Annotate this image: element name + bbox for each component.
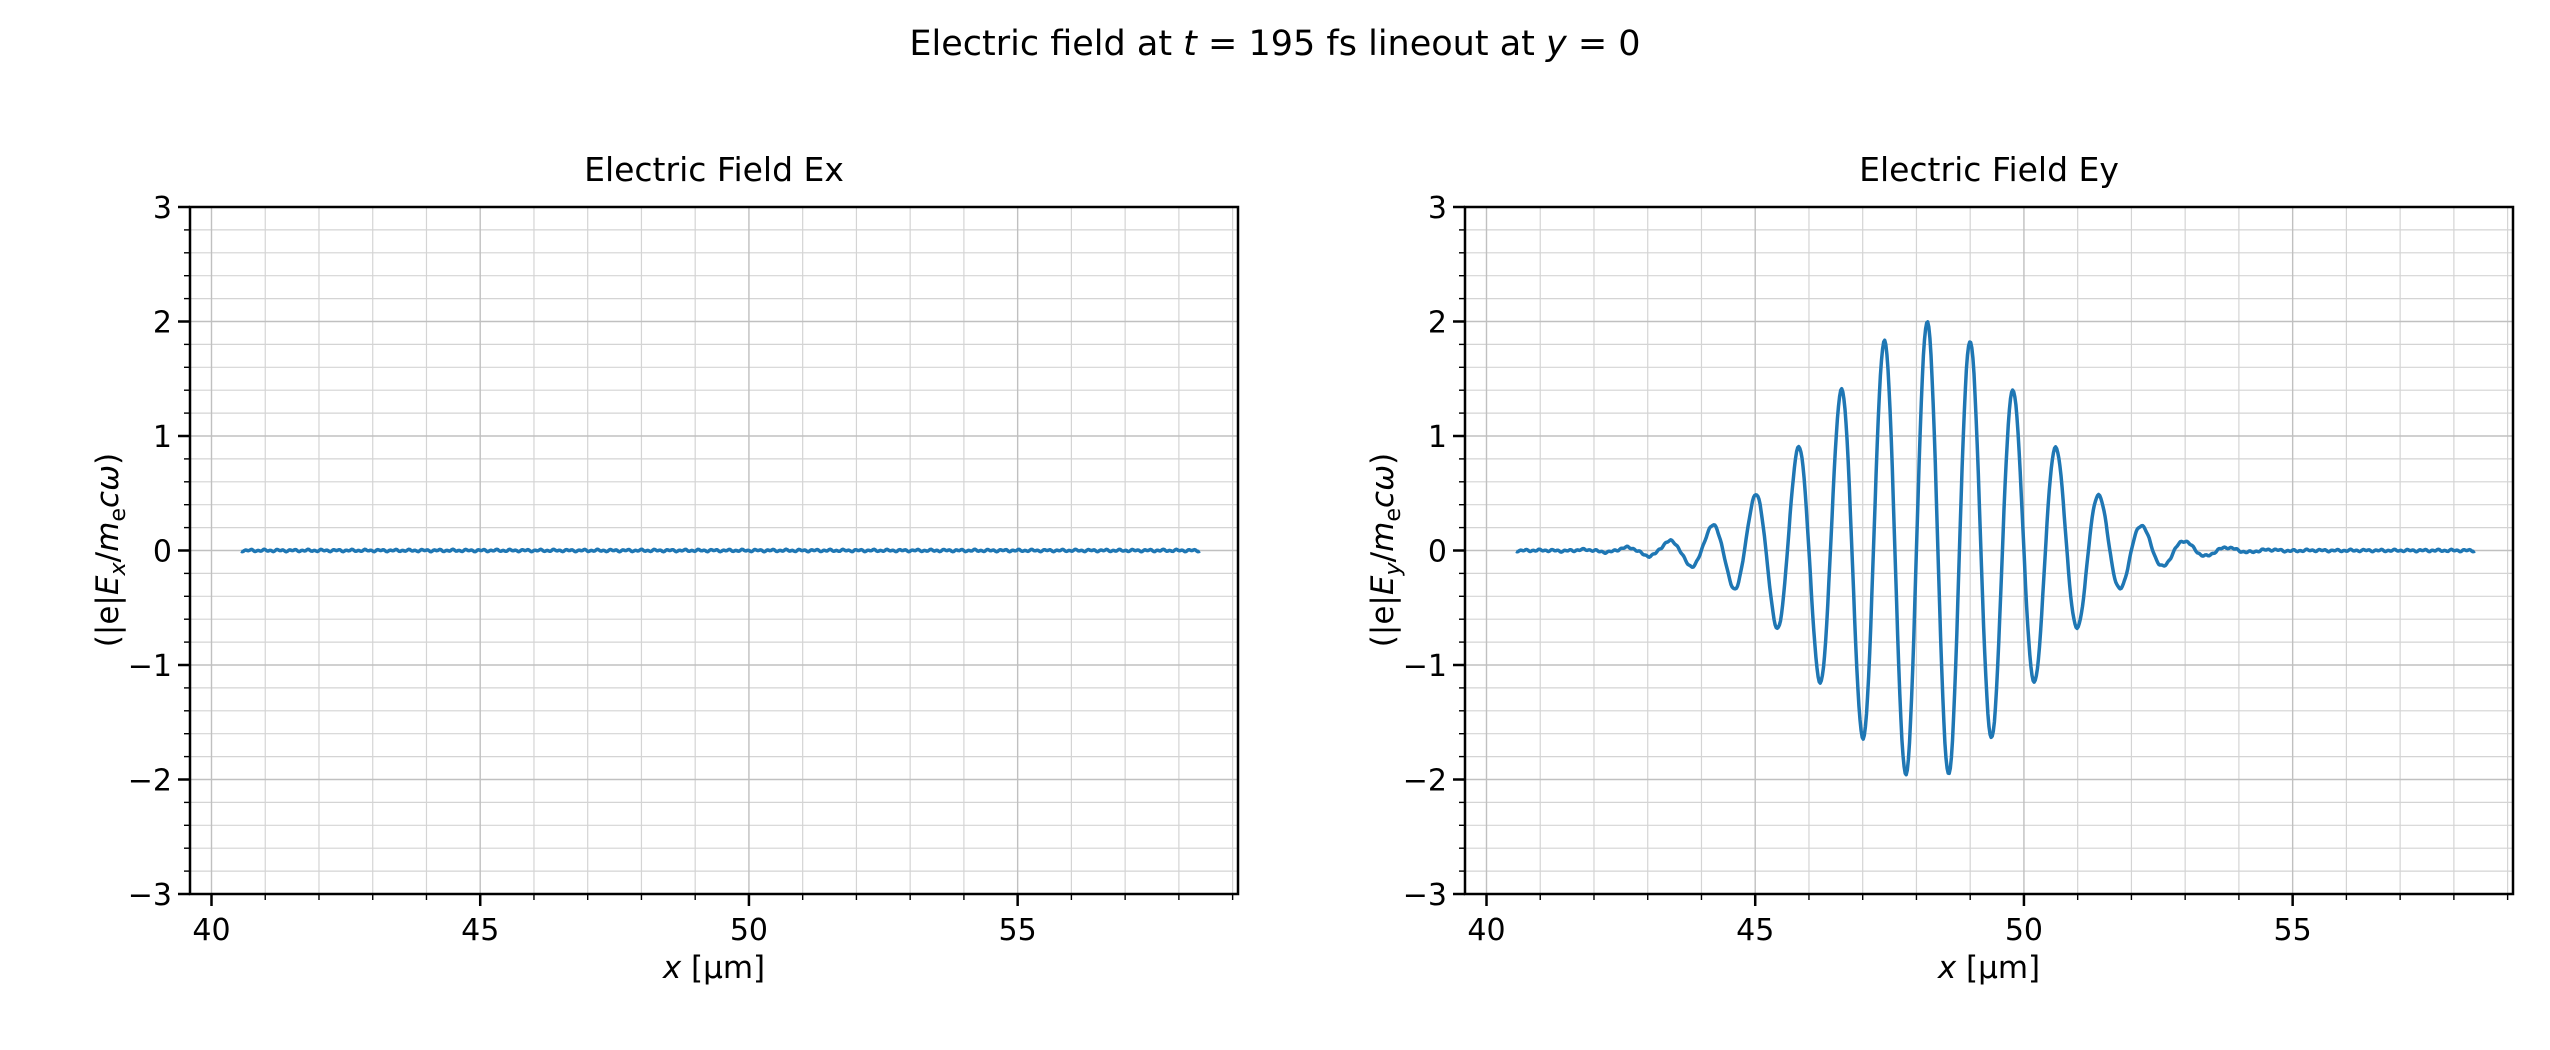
y-tick-label: −2	[128, 764, 172, 799]
x-tick-label: 45	[461, 913, 499, 948]
x-tick-label: 40	[192, 913, 230, 948]
figure-title-var-y: y	[1546, 24, 1567, 64]
tick-marks	[1453, 205, 2509, 906]
x-tick-label: 50	[2005, 913, 2043, 948]
y-tick-label: 2	[1428, 306, 1447, 341]
figure-title-text: Electric field at	[909, 24, 1184, 64]
y-tick-label: −3	[128, 878, 172, 913]
y-tick-label: −2	[1403, 764, 1447, 799]
x-axis-label-ex: x [μm]	[662, 950, 766, 986]
y-tick-label: 3	[1428, 191, 1447, 226]
y-tick-label: 3	[153, 191, 172, 226]
figure-title: Electric field at t = 195 fs lineout at …	[0, 24, 2550, 64]
x-tick-label: 50	[730, 913, 768, 948]
tick-labels: 40 45 50 55 −3 −2 −1 0 1 2 3	[1403, 191, 2312, 948]
figure-title-text: = 195 fs lineout at	[1196, 24, 1547, 64]
y-tick-label: 1	[153, 420, 172, 455]
tick-labels: 40 45 50 55 −3 −2 −1 0 1 2 3	[128, 191, 1037, 948]
subplot-title-ey: Electric Field Ey	[1859, 150, 2119, 189]
tick-marks	[178, 205, 1234, 906]
series-line-Ex	[240, 547, 1201, 554]
y-tick-label: 0	[153, 535, 172, 570]
plot-ex-canvas: 40 45 50 55 −3 −2 −1 0 1 2 3	[128, 191, 1240, 948]
x-tick-label: 55	[999, 913, 1037, 948]
figure-title-text: = 0	[1566, 24, 1641, 64]
subplot-title-ex: Electric Field Ex	[584, 150, 844, 189]
figure-title-var-t: t	[1183, 24, 1197, 64]
x-tick-label: 40	[1467, 913, 1505, 948]
x-tick-label: 55	[2274, 913, 2312, 948]
y-tick-label: −1	[128, 649, 172, 684]
plot-ey-canvas: 40 45 50 55 −3 −2 −1 0 1 2 3	[1403, 191, 2515, 948]
x-tick-label: 45	[1736, 913, 1774, 948]
series-line-Ey	[1515, 320, 2476, 777]
x-axis-label-ey: x [μm]	[1937, 950, 2041, 986]
y-tick-label: −3	[1403, 878, 1447, 913]
y-tick-label: 0	[1428, 535, 1447, 570]
y-tick-label: 2	[153, 306, 172, 341]
y-tick-label: −1	[1403, 649, 1447, 684]
y-tick-label: 1	[1428, 420, 1447, 455]
